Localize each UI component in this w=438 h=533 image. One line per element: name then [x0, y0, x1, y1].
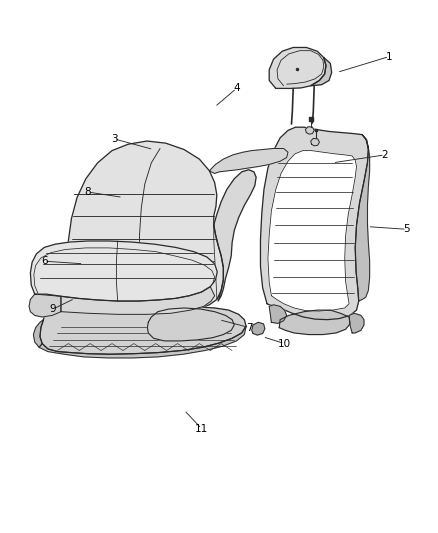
Text: 1: 1 — [386, 52, 392, 61]
Text: 3: 3 — [111, 134, 117, 144]
Polygon shape — [261, 127, 368, 320]
Text: 8: 8 — [85, 187, 92, 197]
Polygon shape — [33, 320, 43, 348]
Polygon shape — [39, 326, 246, 358]
Text: 9: 9 — [50, 304, 57, 314]
Polygon shape — [305, 127, 314, 134]
Polygon shape — [67, 141, 223, 311]
Text: 7: 7 — [246, 322, 253, 333]
Polygon shape — [279, 310, 350, 335]
Polygon shape — [30, 241, 217, 301]
Polygon shape — [40, 307, 246, 354]
Polygon shape — [269, 305, 287, 324]
Text: 6: 6 — [41, 256, 48, 266]
Polygon shape — [355, 135, 370, 301]
Polygon shape — [311, 139, 319, 146]
Text: 2: 2 — [381, 150, 388, 160]
Polygon shape — [252, 322, 265, 335]
Polygon shape — [29, 294, 61, 317]
Text: 5: 5 — [403, 224, 410, 235]
Text: 10: 10 — [278, 338, 291, 349]
Polygon shape — [148, 308, 234, 341]
Text: 4: 4 — [233, 83, 240, 93]
Polygon shape — [269, 47, 326, 88]
Polygon shape — [349, 313, 364, 333]
Polygon shape — [268, 151, 357, 311]
Polygon shape — [311, 58, 332, 86]
Polygon shape — [214, 169, 256, 301]
Polygon shape — [209, 149, 288, 173]
Polygon shape — [61, 287, 215, 314]
Text: 11: 11 — [195, 424, 208, 434]
